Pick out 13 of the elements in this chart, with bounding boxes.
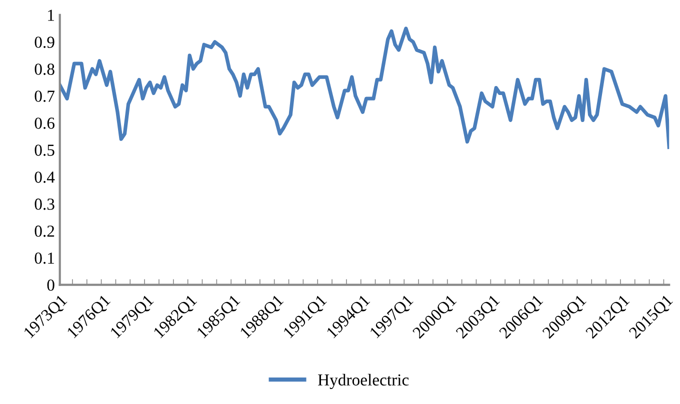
y-tick-label: 0.8 xyxy=(34,64,54,75)
legend-label: Hydroelectric xyxy=(318,374,409,389)
y-tick-label: 0.4 xyxy=(34,172,55,183)
y-tick-label: 0.3 xyxy=(34,198,54,210)
line-series xyxy=(60,26,670,149)
y-tick-label: 1 xyxy=(48,10,54,21)
y-tick-label: 0.1 xyxy=(34,252,54,264)
y-tick-label: 0.9 xyxy=(34,36,54,48)
y-tick-label: 0 xyxy=(47,280,54,291)
y-tick-label: 0.6 xyxy=(34,118,54,129)
y-tick-label: 0.2 xyxy=(34,226,54,237)
y-tick-label: 0.5 xyxy=(34,144,54,156)
y-tick-label: 0.7 xyxy=(34,90,54,102)
